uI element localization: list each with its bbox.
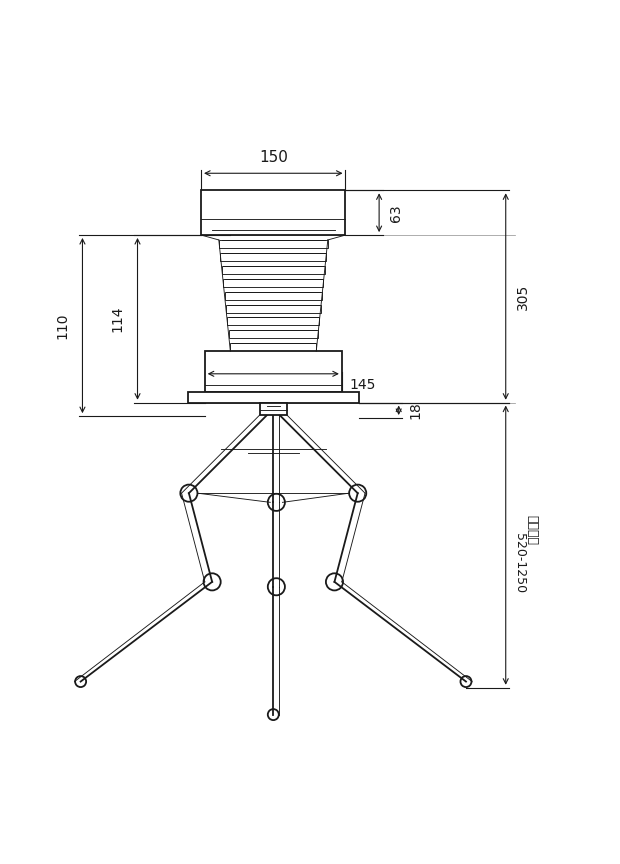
Bar [188,392,359,403]
Text: 18: 18 [409,402,422,419]
Bar [229,330,317,339]
Bar [220,253,326,261]
Text: 305: 305 [515,283,529,309]
Bar [222,266,325,274]
Text: 伸缩范围: 伸缩范围 [525,515,538,545]
Bar [219,240,328,248]
Bar [224,292,322,300]
Text: 110: 110 [55,312,69,339]
Bar [260,403,287,415]
Bar [231,343,316,352]
Text: 150: 150 [259,149,288,165]
Text: 63: 63 [389,204,403,221]
Bar [226,304,321,313]
Bar [205,352,342,392]
Bar [223,279,324,287]
Text: 114: 114 [110,306,124,332]
Text: 520-1250: 520-1250 [513,533,526,594]
Bar [228,317,319,326]
Bar [201,190,345,235]
Text: 145: 145 [349,378,376,391]
